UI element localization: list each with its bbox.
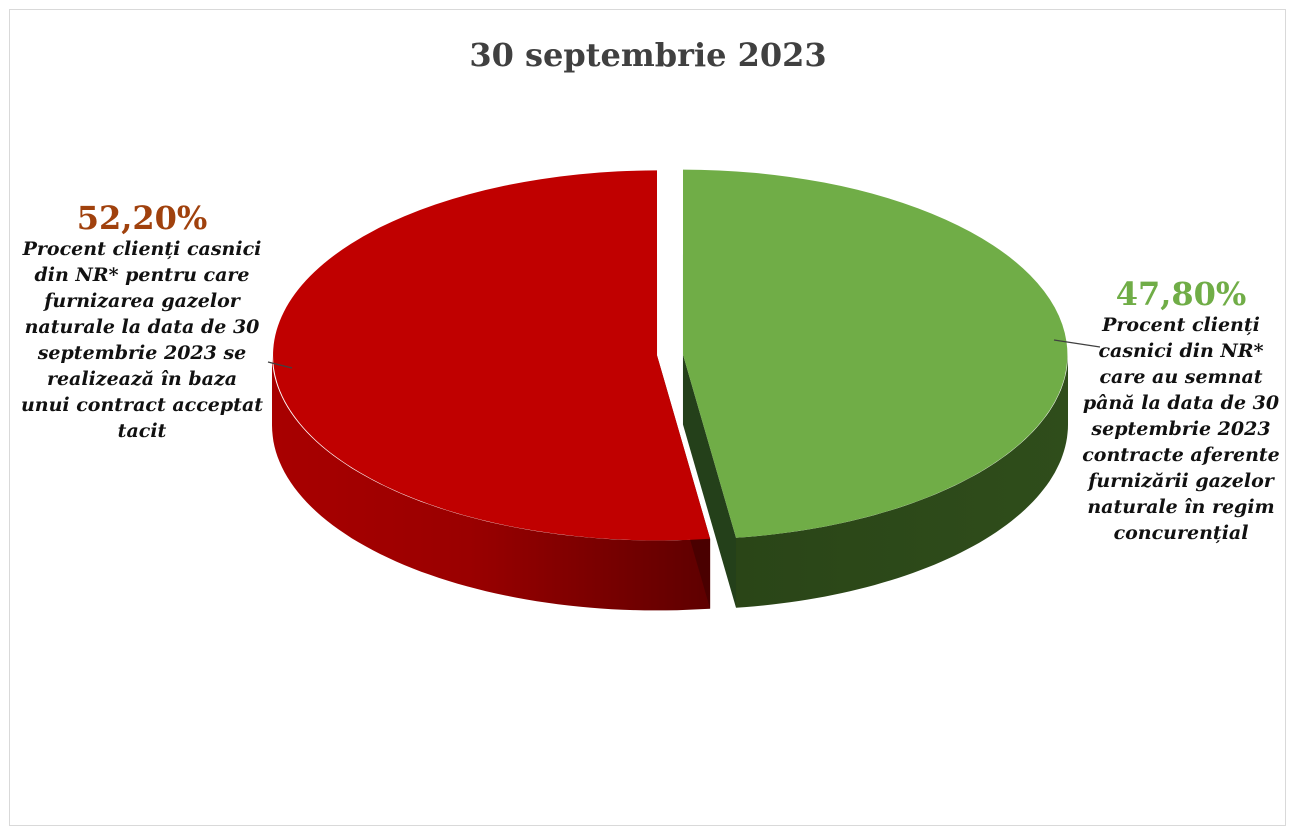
pie-slice-tacit [272, 170, 711, 611]
slice-label-tacit: 52,20% Procent clienți casnici din NR* p… [8, 200, 276, 444]
slice-side [272, 355, 711, 611]
chart-title: 30 septembrie 2023 [469, 36, 827, 74]
slice-label-concurential: 47,80% Procent clienți casnici din NR* c… [1070, 276, 1292, 546]
leader-line [1053, 339, 1101, 348]
pie-slice-concurential [682, 169, 1068, 608]
slice-value-label: 52,20% [76, 199, 208, 237]
slice-description: Procent clienți casnici din NR* pentru c… [20, 238, 264, 442]
slice-value-label: 47,80% [1115, 275, 1247, 313]
slice-top [273, 170, 711, 541]
slice-side [736, 354, 1068, 608]
slice-top [682, 169, 1068, 538]
slice-description: Procent clienți casnici din NR* care au … [1082, 314, 1280, 544]
leader-line [267, 361, 293, 369]
slice-cut-face [682, 354, 737, 608]
